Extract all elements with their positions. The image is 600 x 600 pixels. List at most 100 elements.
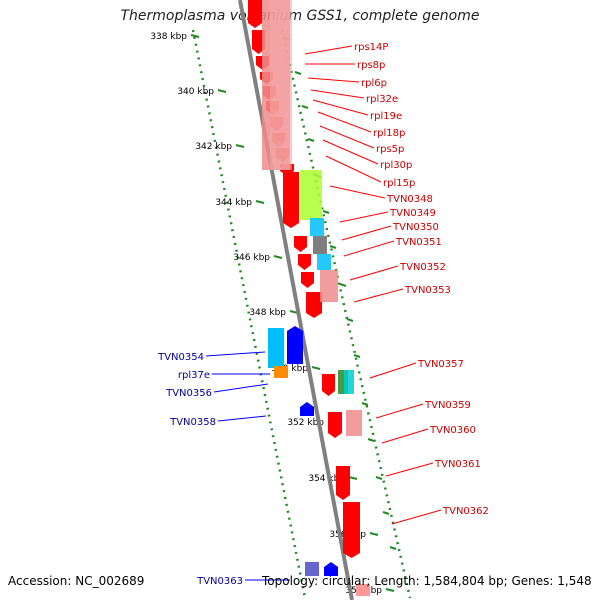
forward-gene-label: TVN0348: [386, 194, 433, 205]
forward-leader: [312, 99, 369, 116]
reverse-gene-1: [300, 402, 314, 416]
forward-gene-17: [336, 466, 350, 500]
reverse-gene-3: [268, 328, 284, 368]
forward-gene-label: TVN0359: [424, 400, 471, 411]
forward-leader: [310, 89, 365, 99]
ruler-tick: [301, 105, 309, 109]
colored-gene-7: [344, 370, 354, 394]
forward-gene-label: TVN0360: [429, 425, 476, 436]
ruler-tick: [322, 210, 330, 214]
ruler-label: 352 kbp: [287, 418, 324, 428]
ruler-tick: [307, 138, 315, 142]
ruler-label: 338 kbp: [150, 32, 187, 42]
forward-leader: [391, 509, 442, 525]
reverse-leader: [217, 415, 267, 422]
forward-gene-label: rpl32e: [366, 94, 398, 105]
forward-gene-label: rpl18p: [373, 128, 405, 139]
forward-gene-label: rpl30p: [380, 160, 412, 171]
ruler-tick: [235, 144, 245, 148]
reverse-gene-4: [274, 366, 288, 378]
reverse-leader: [213, 383, 269, 393]
colored-gene-5: [320, 270, 338, 302]
forward-gene-label: TVN0352: [399, 262, 446, 273]
reverse-gene-label: TVN0358: [169, 417, 216, 428]
map-title: Thermoplasma volcanium GSS1, complete ge…: [120, 8, 480, 24]
ruler-tick: [382, 511, 390, 515]
reverse-gene-label: TVN0354: [157, 352, 204, 363]
ruler-tick: [346, 318, 354, 322]
ruler-label: 344 kbp: [215, 198, 252, 208]
forward-gene-1: [252, 30, 265, 54]
forward-gene-18: [343, 502, 360, 558]
reverse-gene-6: [356, 584, 370, 596]
forward-leader: [319, 125, 375, 149]
reverse-gene-label: TVN0363: [196, 576, 243, 587]
forward-gene-label: rps8p: [357, 60, 385, 71]
forward-leader: [375, 403, 424, 419]
backbone-line: [238, 0, 354, 600]
forward-leader: [317, 111, 372, 133]
forward-gene-14: [306, 292, 322, 318]
forward-leader: [329, 185, 386, 199]
ruler-tick: [294, 71, 302, 75]
reverse-gene-0: [287, 326, 303, 364]
ruler-tick: [217, 89, 227, 93]
colored-gene-8: [346, 410, 362, 436]
forward-leader: [369, 362, 417, 379]
ruler-label: 348 kbp: [249, 308, 286, 318]
forward-gene-label: TVN0351: [395, 237, 442, 248]
forward-leader: [353, 288, 404, 303]
ruler-tick: [190, 34, 200, 38]
ruler-label: 340 kbp: [177, 87, 214, 97]
ruler-tick: [375, 476, 383, 480]
forward-gene-label: rps5p: [376, 144, 404, 155]
forward-leader: [322, 139, 379, 165]
ruler-tick: [339, 283, 347, 287]
accession-text: Accession: NC_002689: [8, 574, 145, 588]
colored-gene-6: [338, 370, 348, 394]
colored-gene-overlay: [270, 0, 292, 170]
forward-gene-label: rps14P: [354, 42, 388, 53]
colored-gene-4: [317, 254, 331, 270]
ruler-tick: [353, 354, 361, 358]
ruler-tick: [369, 532, 379, 536]
forward-gene-label: rpl15p: [383, 178, 415, 189]
forward-leader: [307, 77, 360, 83]
forward-leader: [381, 428, 429, 444]
forward-gene-11: [294, 236, 307, 252]
summary-text: Topology: circular; Length: 1,584,804 bp…: [262, 574, 592, 588]
ruler-tick: [361, 402, 369, 406]
forward-gene-label: TVN0362: [442, 506, 489, 517]
forward-gene-label: rpl19e: [370, 111, 402, 122]
forward-gene-label: TVN0361: [434, 459, 481, 470]
ruler-tick: [273, 255, 283, 259]
forward-gene-label: rpl6p: [361, 78, 387, 89]
reverse-leader: [205, 351, 266, 357]
ruler-label: 342 kbp: [195, 142, 232, 152]
forward-gene-10: [283, 172, 299, 228]
ruler-label: 346 kbp: [233, 253, 270, 263]
ruler-tick: [389, 546, 397, 550]
forward-gene-label: TVN0349: [389, 208, 436, 219]
forward-gene-label: TVN0357: [417, 359, 464, 370]
ruler-tick: [329, 245, 337, 249]
reverse-gene-2: [324, 562, 338, 576]
reverse-gene-label: TVN0356: [165, 388, 212, 399]
colored-gene-2: [310, 218, 324, 236]
forward-leader: [341, 225, 392, 241]
forward-gene-12: [298, 254, 311, 270]
ruler-label: 350 kbp: [271, 364, 308, 374]
reverse-gene-5: [305, 562, 319, 576]
reverse-gene-label: rpl37e: [178, 370, 210, 381]
forward-leader: [304, 45, 353, 55]
ruler-tick: [311, 366, 321, 370]
forward-leader: [343, 240, 395, 257]
ruler-tick: [385, 588, 395, 592]
forward-gene-label: TVN0350: [392, 222, 439, 233]
forward-gene-15: [322, 374, 335, 396]
forward-gene-0: [248, 0, 262, 28]
forward-leader: [339, 211, 389, 223]
ruler-label: 354 kbp: [308, 474, 345, 484]
forward-gene-label: TVN0353: [404, 285, 451, 296]
